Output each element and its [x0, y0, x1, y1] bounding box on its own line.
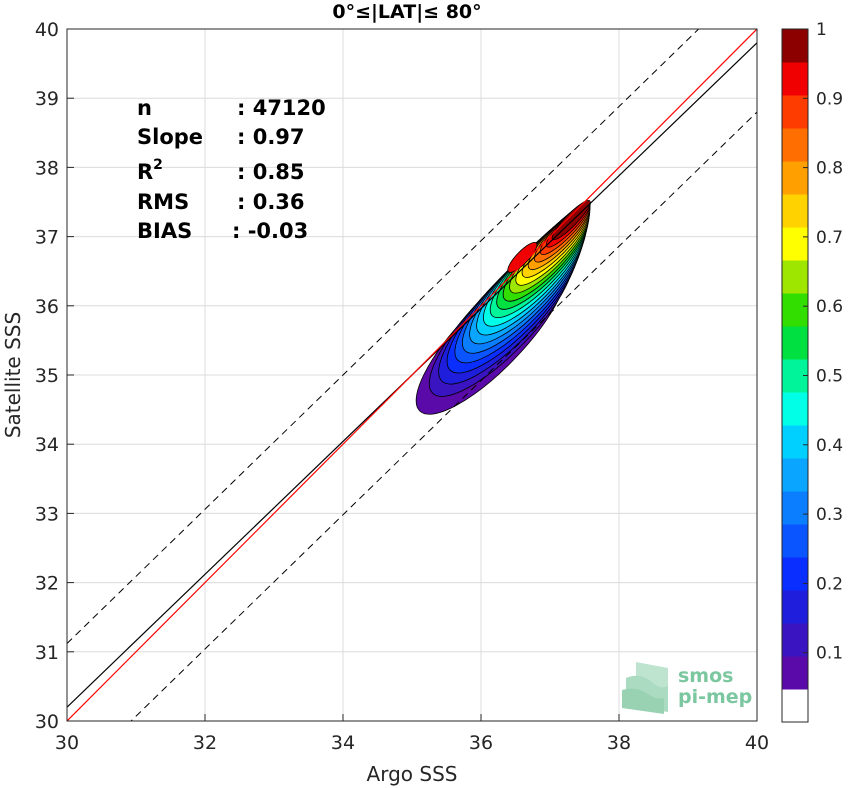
y-tick-label-35: 35 — [35, 365, 59, 387]
y-tick-label-39: 39 — [35, 88, 59, 110]
colorbar-tick-label-0.8: 0.8 — [816, 159, 843, 179]
colorbar-tick-label-0.5: 0.5 — [816, 367, 843, 387]
colorbar-swatch-0.75 — [782, 194, 808, 228]
colorbar-swatch-0 — [782, 689, 808, 723]
x-tick-label-40: 40 — [745, 732, 769, 754]
colorbar-swatch-0.45 — [782, 392, 808, 426]
colorbar-swatch-0.6 — [782, 293, 808, 327]
identity-line — [67, 29, 757, 721]
colorbar-tick-label-0.7: 0.7 — [816, 228, 843, 248]
y-axis-label: Satellite SSS — [1, 312, 25, 438]
colorbar-tick-label-0.4: 0.4 — [816, 436, 843, 456]
colorbar-swatch-0.15 — [782, 590, 808, 624]
statistics-block: n : 47120 Slope : 0.97 R2 : 0.85 RMS : 0… — [137, 96, 326, 243]
lower-bound-dashed-line — [130, 111, 757, 721]
y-tick-label-37: 37 — [35, 227, 59, 249]
density-secondary-core — [507, 242, 538, 273]
colorbar-swatch-0.4 — [782, 425, 808, 459]
x-axis-label: Argo SSS — [367, 762, 458, 786]
stat-rms-value: : 0.36 — [237, 190, 305, 214]
colorbar-swatch-0.95 — [782, 62, 808, 96]
colorbar-tick-label-0.6: 0.6 — [816, 297, 843, 317]
y-tick-label-30: 30 — [35, 711, 59, 733]
upper-bound-dashed-line — [67, 29, 700, 644]
stat-bias-value: : -0.03 — [232, 219, 308, 243]
x-tick-label-38: 38 — [607, 732, 631, 754]
colorbar-swatch-0.35 — [782, 458, 808, 492]
x-tick-label-34: 34 — [331, 732, 355, 754]
y-tick-label-31: 31 — [35, 642, 59, 664]
y-tick-label-36: 36 — [35, 296, 59, 318]
colorbar-tick-label-0.9: 0.9 — [816, 89, 843, 109]
colorbar-tick-label-0.3: 0.3 — [816, 505, 843, 525]
stat-slope-label: Slope — [137, 125, 203, 149]
y-tick-label-40: 40 — [35, 19, 59, 41]
y-tick-label-38: 38 — [35, 157, 59, 179]
colorbar-swatch-0.1 — [782, 623, 808, 657]
colorbar-tick-label-0.1: 0.1 — [816, 644, 843, 664]
colorbar-tick-label-0.2: 0.2 — [816, 574, 843, 594]
chart-title: 0°≤|LAT|≤ 80° — [332, 1, 481, 23]
x-axis-ticks: 30 32 34 36 38 40 — [55, 714, 769, 754]
y-tick-label-34: 34 — [35, 434, 59, 456]
stat-n-value: : 47120 — [237, 96, 326, 120]
colorbar-swatch-0.3 — [782, 491, 808, 525]
colorbar-swatch-0.65 — [782, 260, 808, 294]
stat-r2-sup: 2 — [153, 157, 163, 173]
x-tick-label-30: 30 — [55, 732, 79, 754]
colorbar-swatch-0.9 — [782, 95, 808, 129]
colorbar-swatch-0.05 — [782, 656, 808, 690]
colorbar-swatch-1 — [782, 29, 808, 63]
colorbar-swatch-0.7 — [782, 227, 808, 261]
logo-text-line1: smos — [678, 665, 733, 687]
logo-text-line2: pi-mep — [678, 686, 752, 708]
stat-rms-label: RMS — [137, 190, 189, 214]
grid-lines — [66, 28, 758, 722]
colorbar-swatch-0.85 — [782, 128, 808, 162]
stat-r2-base: R — [137, 160, 153, 184]
stat-r2-value: : 0.85 — [237, 160, 305, 184]
regression-lines — [67, 29, 757, 721]
colorbar-swatch-0.55 — [782, 326, 808, 360]
stat-n-label: n — [137, 96, 152, 120]
colorbar-tick-label-1: 1 — [816, 20, 827, 40]
y-tick-label-33: 33 — [35, 503, 59, 525]
logo-waves-icon — [622, 662, 668, 714]
y-tick-label-32: 32 — [35, 573, 59, 595]
stat-bias-label: BIAS — [137, 219, 192, 243]
colorbar-swatch-0.8 — [782, 161, 808, 195]
x-tick-label-32: 32 — [193, 732, 217, 754]
stat-r2-label: R2 — [137, 157, 163, 184]
y-axis-ticks: 30 31 32 33 34 35 36 37 38 39 40 — [35, 19, 74, 733]
x-tick-label-36: 36 — [469, 732, 493, 754]
colorbar-swatch-0.25 — [782, 524, 808, 558]
smos-pimep-logo: smos pi-mep — [622, 662, 752, 714]
stat-slope-value: : 0.97 — [237, 125, 305, 149]
colorbar: 0.1 0.2 0.3 0.4 0.5 0.6 0.7 0.8 0.9 1 — [781, 20, 843, 723]
colorbar-swatch-0.2 — [782, 557, 808, 591]
